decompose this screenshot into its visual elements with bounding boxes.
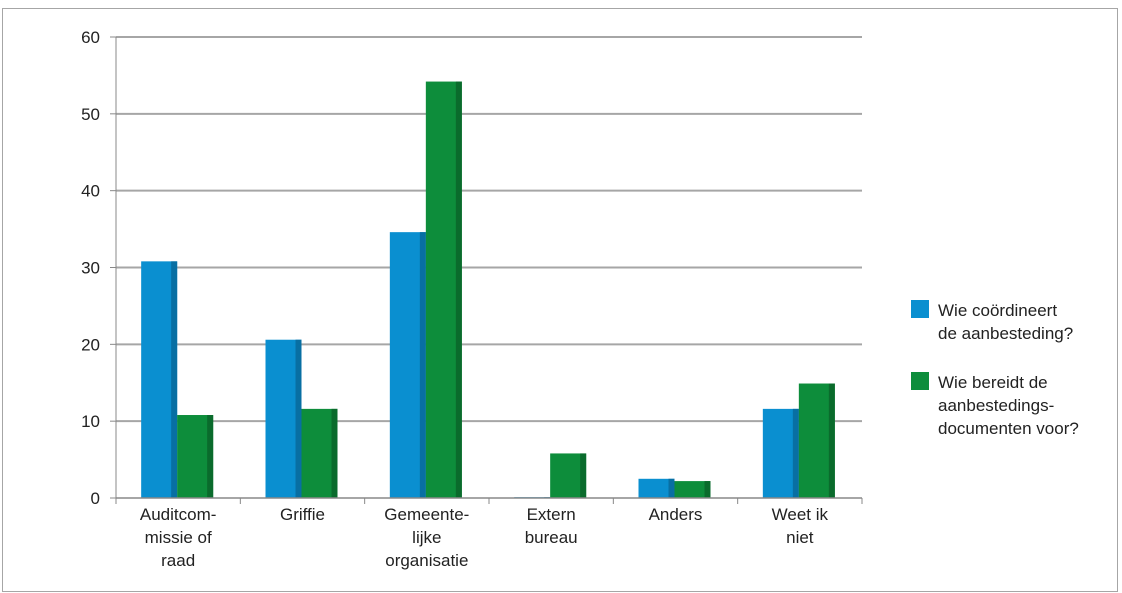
bar-side — [704, 481, 711, 498]
y-tick-label: 0 — [91, 489, 100, 508]
labels: 0 10 20 30 40 50 60 Auditcom-missie of raad Griff… — [81, 28, 828, 570]
category-label: Anders — [649, 505, 703, 524]
category-label: Weet ik — [772, 505, 829, 524]
bar-side — [828, 383, 835, 498]
category-label: Auditcom- — [140, 505, 217, 524]
bar-side — [580, 453, 587, 498]
legend: Wie coördineert de aanbesteding? Wie berei… — [911, 300, 1079, 438]
category-label: Griffie — [280, 505, 325, 524]
bar-side — [207, 415, 214, 498]
y-tick-label: 60 — [81, 28, 100, 47]
legend-swatch — [911, 300, 929, 318]
category-label: niet — [786, 528, 814, 547]
bar-side — [331, 408, 338, 498]
legend-label: aanbestedings- — [938, 396, 1054, 415]
y-tick-label: 50 — [81, 105, 100, 124]
category-label: Extern — [527, 505, 576, 524]
category-label: raad — [161, 551, 195, 570]
bar-side — [455, 81, 462, 499]
bar-side — [792, 408, 799, 498]
bars — [141, 81, 835, 499]
legend-label: Wie coördineert — [938, 301, 1057, 320]
category-label: missie of — [145, 528, 212, 547]
bar-side — [419, 232, 426, 498]
legend-label: de aanbesteding? — [938, 324, 1073, 343]
legend-swatch — [911, 372, 929, 390]
gridlines — [116, 36, 862, 423]
axes — [110, 36, 863, 504]
bar-side — [668, 478, 675, 498]
y-tick-label: 40 — [81, 182, 100, 201]
legend-label: Wie bereidt de — [938, 373, 1048, 392]
bar — [638, 478, 675, 498]
legend-label: documenten voor? — [938, 419, 1079, 438]
bar-side — [171, 261, 178, 498]
y-tick-label: 10 — [81, 412, 100, 431]
bar-side — [295, 339, 302, 498]
category-label: lijke — [412, 528, 441, 547]
bar — [674, 481, 711, 498]
y-tick-label: 30 — [81, 259, 100, 278]
category-label: Gemeente- — [384, 505, 469, 524]
category-label: organisatie — [385, 551, 468, 570]
category-label: bureau — [525, 528, 578, 547]
y-tick-label: 20 — [81, 335, 100, 354]
